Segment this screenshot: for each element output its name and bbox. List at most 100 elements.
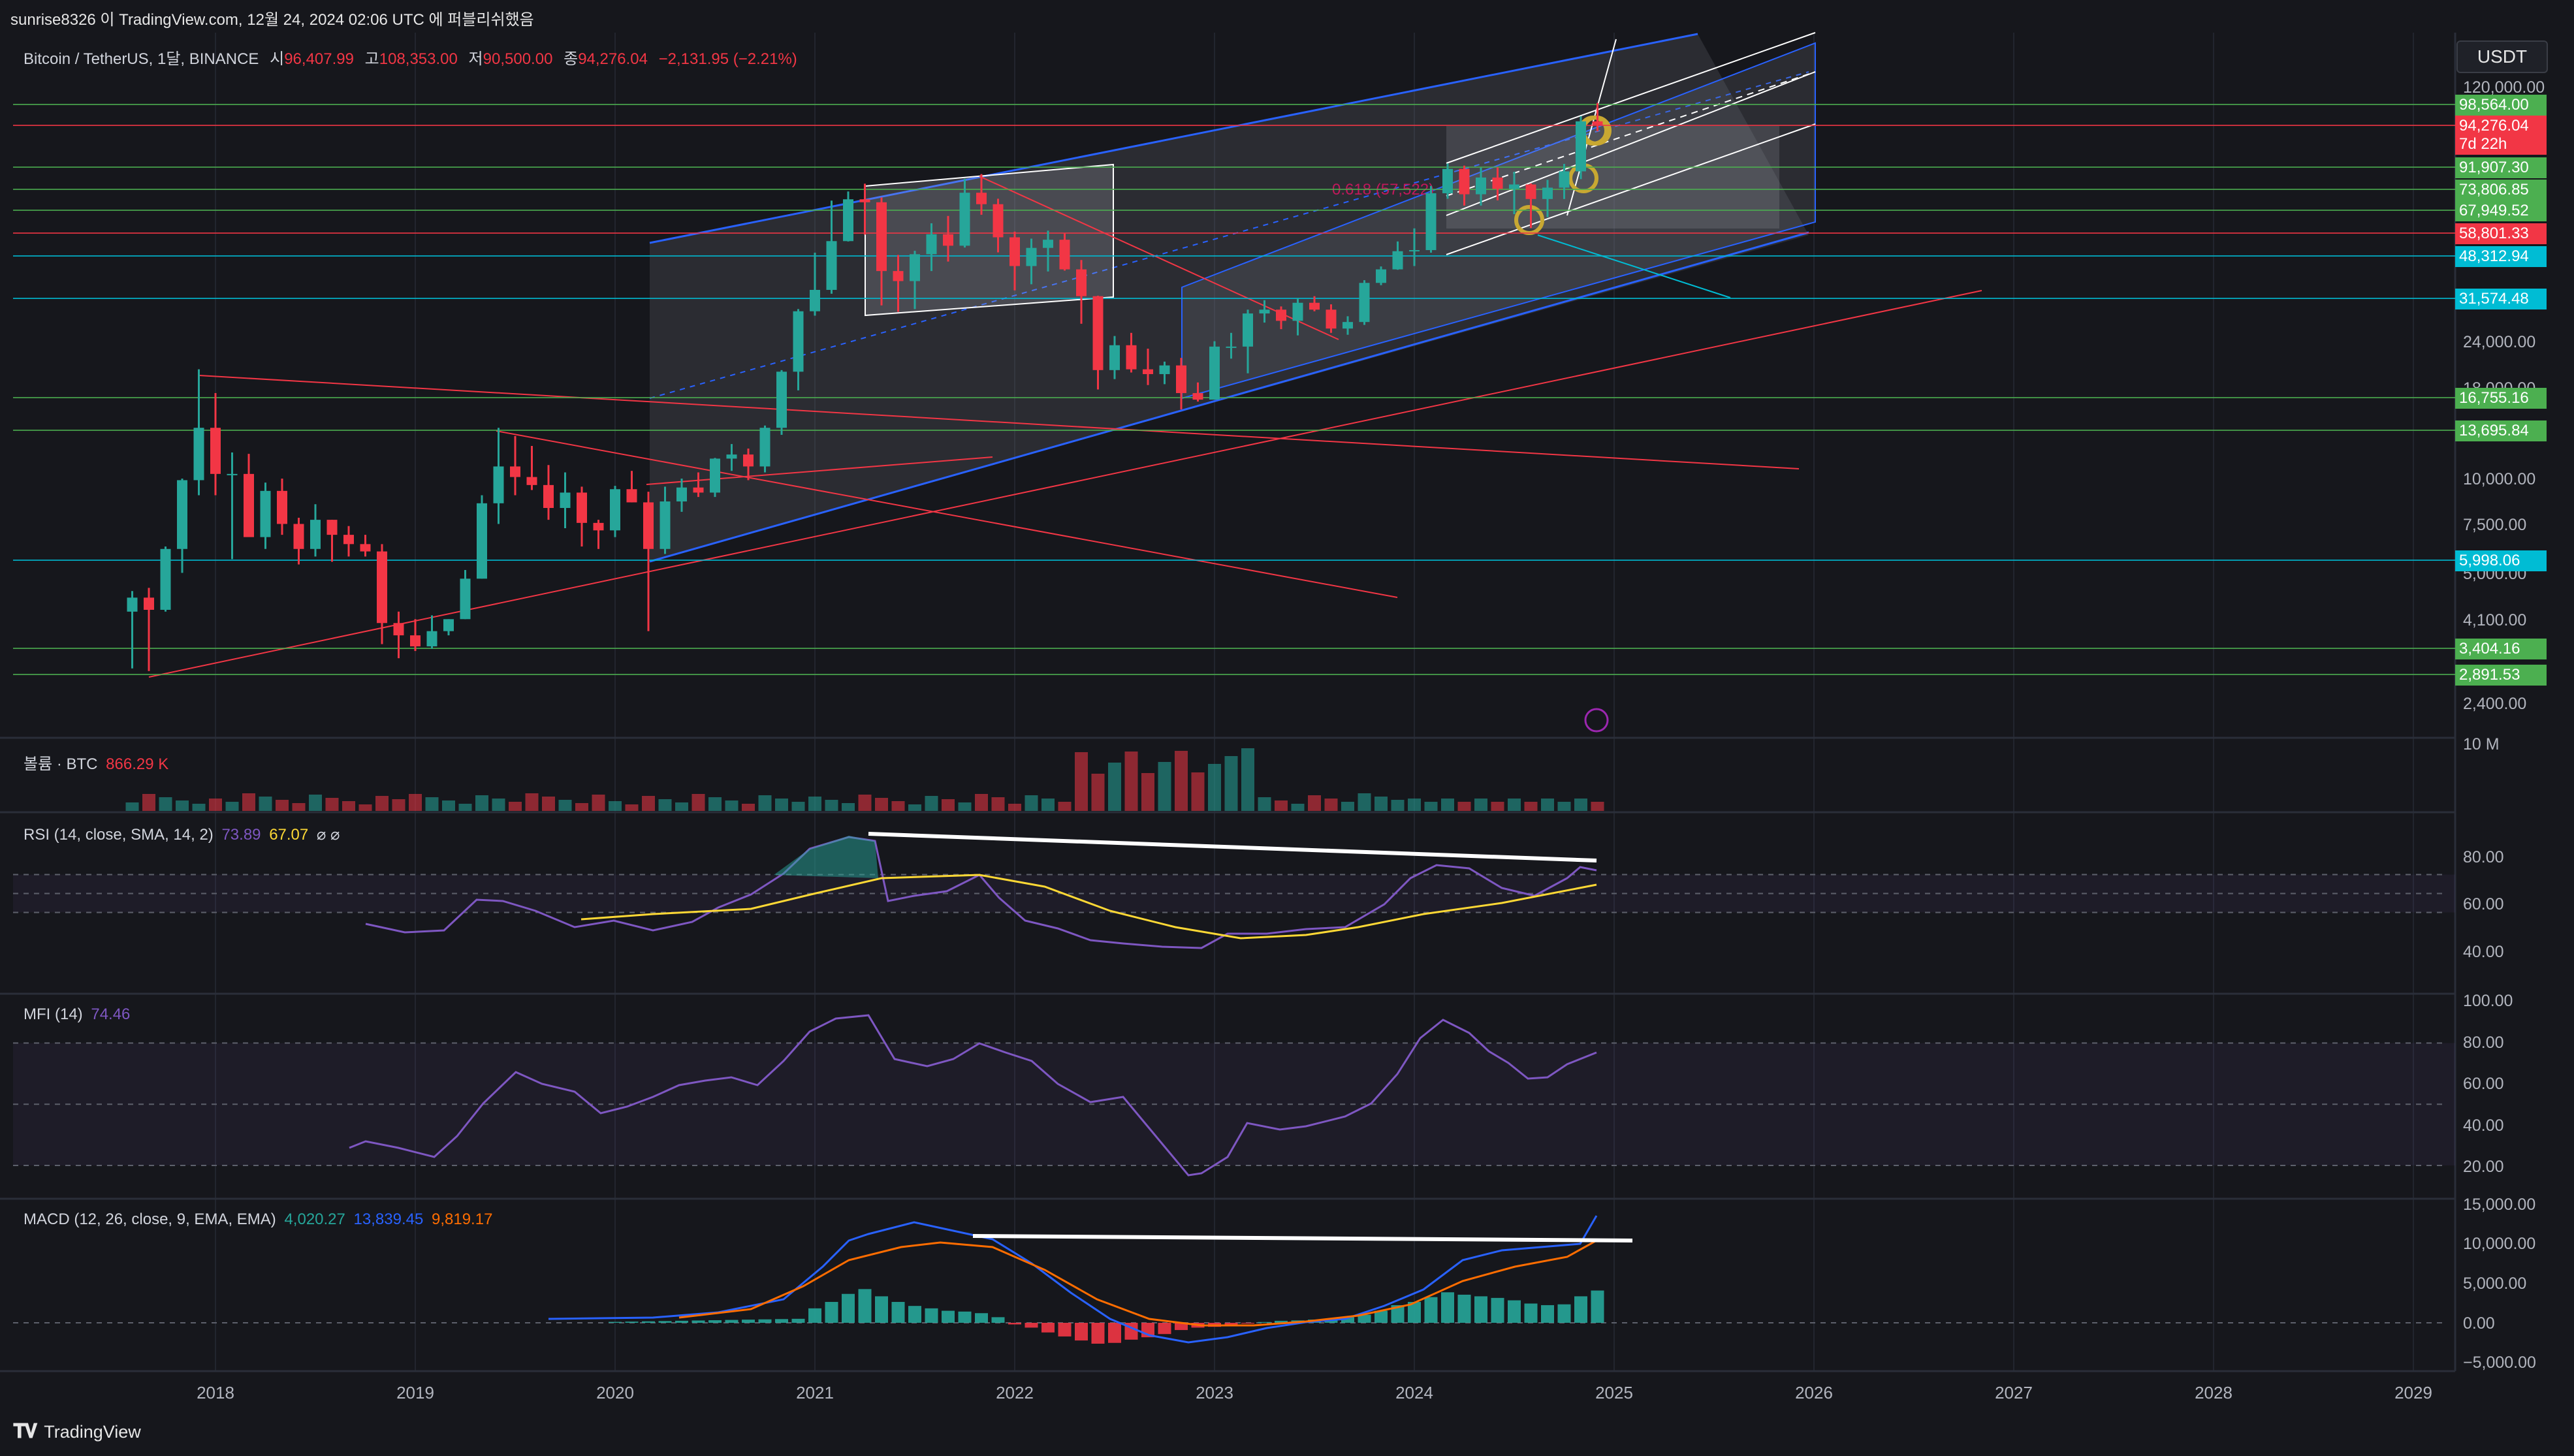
candle-body [726,454,737,459]
candle-body [859,199,870,202]
macd-histogram-bar [1374,1310,1388,1323]
time-axis-tick: 2025 [1595,1383,1633,1402]
volume-bar [592,795,605,811]
volume-bar [1374,797,1388,811]
volume-bar [642,796,655,811]
volume-bar [742,804,755,811]
volume-legend[interactable]: 볼륨 · BTC 866.29 K [24,751,168,774]
macd-histogram-bar [1358,1314,1371,1323]
candle-body [326,520,338,535]
macd-histogram-bar [1341,1317,1354,1323]
volume-bars [125,748,1604,811]
volume-bar [1158,762,1171,811]
time-axis-tick: 2026 [1795,1383,1833,1402]
macd-histogram-bar [991,1317,1005,1323]
volume-bar [725,800,739,811]
candle-body [460,578,471,620]
volume-bar [375,796,389,811]
candle-body [610,489,620,531]
mfi-axis-tick: 40.00 [2463,1116,2504,1135]
candle-body [659,501,671,549]
macd-line-value: 13,839.45 [353,1211,424,1228]
candle-body [543,484,554,508]
candle-body [976,193,987,204]
rsi-value: 73.89 [221,826,261,844]
rsi-axis-tick: 40.00 [2463,943,2504,961]
candle-series [127,103,1603,671]
candle-body [1592,121,1603,125]
volume-bar [292,803,306,811]
high-value: 108,353.00 [379,50,458,68]
tradingview-logo-icon: 𝐓𝐕 [13,1421,37,1442]
cyan-ray [1537,234,1731,298]
volume-bar [625,804,639,811]
volume-bar [691,794,705,811]
price-tag: 3,404.16 [2455,639,2547,659]
macd-legend[interactable]: MACD (12, 26, close, 9, EMA, EMA) 4,020.… [24,1211,492,1229]
macd-histogram-bar [1424,1297,1438,1323]
volume-bar [825,800,838,811]
tradingview-logo[interactable]: 𝐓𝐕 TradingView [13,1421,141,1443]
candle-body [210,428,221,474]
candle-body [393,623,404,636]
candle-body [293,524,304,549]
macd-histogram-bar [1091,1323,1105,1344]
horizontal-levels[interactable] [13,104,2455,675]
candle-body [626,489,637,503]
symbol-name: Bitcoin / TetherUS, 1달, BINANCE [24,50,259,68]
candle-body [227,473,238,475]
price-axis-tick: 24,000.00 [2463,333,2535,351]
candle-body [426,631,437,646]
macd-signal-value: 9,819.17 [432,1211,493,1228]
volume-bar [525,793,539,811]
macd-histogram-bar [1408,1302,1421,1323]
volume-bar [242,793,255,811]
macd-histogram-bar [842,1293,855,1323]
volume-bar [975,794,988,811]
candle-body [593,522,604,531]
currency-button[interactable]: USDT [2456,40,2548,73]
brand-name: TradingView [44,1421,141,1442]
mfi-pane [13,1014,2455,1177]
red-trend-3 [496,430,1398,598]
volume-bar [325,798,339,811]
volume-bar [1457,802,1471,811]
volume-bar [392,799,405,811]
open-label: 시 [270,50,285,68]
rsi-pane [13,832,2455,949]
axis-labels: 120,000.0024,000.0018,000.0010,000.007,5… [197,78,2545,1402]
candle-body [1476,177,1486,195]
price-tag: 98,564.00 [2455,95,2547,116]
macd-histogram-bar [1008,1323,1021,1325]
rsi-legend[interactable]: RSI (14, close, SMA, 14, 2) 73.89 67.07 … [24,825,340,844]
candle-body [676,487,687,502]
volume-bar [192,804,206,811]
volume-bar [1141,773,1154,811]
candle-body [443,619,454,631]
red-trend-2 [148,290,1982,678]
price-tag: 48,312.94 [2455,246,2547,267]
candle-body [560,492,571,508]
candle-body [477,503,487,579]
candle-body [776,372,787,428]
price-tag: 2,891.53 [2455,665,2547,686]
candle-body [1459,168,1470,195]
volume-bar [259,797,272,811]
volume-bar [658,799,672,811]
macd-label: MACD (12, 26, close, 9, EMA, EMA) [24,1211,276,1228]
candle-body [177,480,187,549]
macd-histogram-bar [1391,1305,1405,1323]
channel-mid [649,71,1809,399]
symbol-legend[interactable]: Bitcoin / TetherUS, 1달, BINANCE 시96,407.… [24,46,797,69]
candle-body [1259,309,1270,314]
volume-bar [1025,795,1038,811]
volume-bar [1424,802,1438,811]
macd-histogram-bar [908,1306,921,1323]
candle-body [810,289,820,311]
volume-bar [342,801,355,811]
macd-histogram-bar [642,1321,655,1323]
mfi-legend[interactable]: MFI (14) 74.46 [24,1005,130,1024]
candle-body [1126,345,1137,370]
candle-body [193,428,204,481]
